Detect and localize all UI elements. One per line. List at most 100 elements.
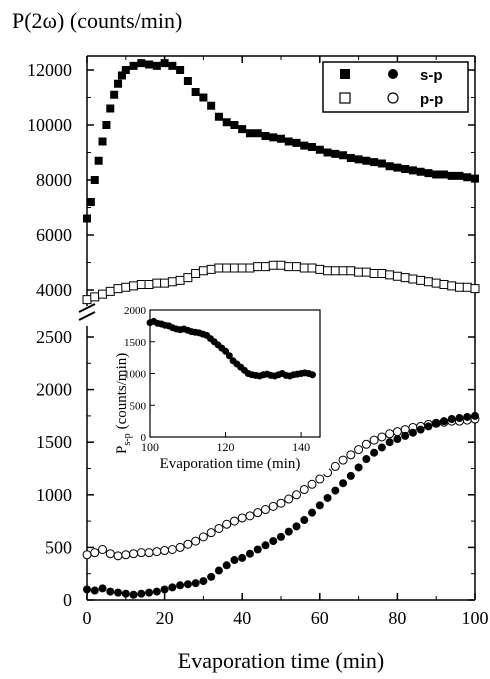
data-point-filled-square [214, 112, 223, 121]
x-axis-ticks: 0 20 40 60 80 100 [83, 56, 489, 628]
data-point-open-square [299, 263, 309, 273]
data-point-filled-square [393, 163, 402, 172]
legend-marker-open-circle [387, 92, 399, 104]
data-point-filled-circle [432, 419, 441, 428]
data-point-filled-circle [455, 414, 464, 423]
data-point-open-circle [292, 490, 302, 500]
data-point-filled-circle [401, 431, 410, 440]
data-point-filled-circle [308, 371, 316, 379]
legend-label-p-p: p-p [420, 91, 443, 108]
data-point-filled-circle [393, 435, 402, 444]
y-tick-label: 1500 [36, 432, 72, 452]
data-point-open-square [136, 280, 146, 289]
data-point-filled-circle [292, 522, 301, 531]
y-tick-label: 0 [63, 590, 72, 610]
data-point-filled-square [385, 162, 394, 171]
inset-y-axis-label-sub: s-p [122, 433, 133, 445]
data-point-filled-circle [439, 417, 448, 426]
data-point-filled-circle [129, 590, 138, 599]
data-point-open-square [346, 266, 356, 276]
data-point-open-square [392, 271, 402, 281]
data-point-open-square [144, 280, 154, 289]
data-point-filled-square [439, 170, 448, 179]
data-point-open-circle [222, 519, 232, 529]
data-point-open-square [400, 273, 410, 283]
inset-y-axis-label-main: P [114, 446, 130, 454]
data-point-filled-circle [137, 589, 146, 598]
upper-data-points [82, 59, 480, 305]
data-point-filled-circle [323, 493, 332, 502]
data-point-filled-circle [253, 545, 262, 554]
x-tick-label: 40 [233, 608, 251, 628]
data-point-open-circle [191, 536, 201, 546]
data-point-open-square [276, 260, 286, 270]
inset-data-points [146, 317, 316, 380]
legend-marker-filled-square [340, 69, 350, 79]
y-tick-label: 8000 [36, 170, 72, 190]
data-point-open-circle [229, 516, 239, 526]
y-tick-label: 2500 [36, 327, 72, 347]
data-point-open-square [431, 278, 441, 288]
data-point-filled-square [145, 60, 154, 69]
inset-x-axis-label: Evaporation time (min) [160, 456, 301, 472]
data-point-filled-square [86, 198, 95, 206]
data-point-filled-circle [261, 541, 270, 550]
data-point-open-circle [113, 551, 123, 561]
data-point-open-circle [330, 461, 340, 471]
inset-y-axis-label-tail: (counts/min) [114, 353, 130, 430]
data-point-open-square [439, 280, 449, 289]
data-point-filled-square [292, 138, 301, 147]
data-point-filled-square [455, 171, 464, 180]
data-point-filled-square [269, 133, 278, 142]
data-point-open-square [245, 263, 255, 273]
data-point-filled-circle [225, 352, 233, 360]
data-point-open-square [129, 281, 139, 291]
data-point-open-square [183, 273, 193, 283]
data-point-open-circle [392, 427, 402, 437]
data-point-open-square [105, 286, 115, 296]
data-point-open-circle [167, 545, 177, 555]
data-point-filled-circle [377, 443, 386, 452]
data-point-open-circle [346, 450, 356, 460]
inset-y-tick-label: 1000 [124, 369, 147, 381]
data-point-filled-circle [362, 455, 371, 464]
data-point-filled-circle [83, 585, 91, 594]
data-point-filled-circle [106, 587, 115, 596]
data-point-open-circle [369, 435, 379, 445]
data-point-filled-square [137, 59, 146, 68]
data-point-filled-square [106, 104, 115, 113]
data-point-open-square [385, 270, 395, 280]
data-point-filled-circle [207, 572, 216, 581]
data-point-open-square [369, 269, 379, 278]
data-point-filled-square [277, 134, 285, 143]
data-point-filled-square [408, 166, 417, 175]
data-point-open-circle [175, 542, 185, 552]
data-point-open-square [338, 266, 348, 276]
x-tick-label: 80 [388, 608, 406, 628]
data-point-filled-square [114, 79, 123, 88]
data-point-filled-square [362, 156, 371, 165]
data-point-filled-circle [447, 415, 456, 424]
data-point-filled-square [160, 59, 169, 68]
inset-y-tick-label: 0 [141, 432, 147, 444]
legend: s-p p-p [322, 61, 469, 113]
data-point-open-square [90, 292, 100, 302]
data-point-open-circle [198, 532, 208, 542]
data-point-open-square [361, 267, 371, 277]
data-point-open-square [416, 275, 426, 285]
data-point-open-square [284, 262, 294, 272]
data-point-filled-square [253, 129, 262, 138]
data-point-filled-circle [346, 471, 355, 480]
data-point-filled-square [90, 176, 99, 184]
data-point-filled-square [424, 169, 433, 178]
y-tick-label: 1000 [36, 485, 72, 505]
inset-y-tick-label: 500 [130, 400, 147, 412]
data-point-open-circle [129, 549, 139, 559]
data-point-open-square [423, 277, 433, 287]
axis-break [78, 303, 96, 321]
data-point-filled-square [168, 61, 177, 70]
y-tick-label: 6000 [36, 225, 72, 245]
data-point-open-square [98, 289, 108, 299]
data-point-filled-circle [308, 508, 317, 517]
